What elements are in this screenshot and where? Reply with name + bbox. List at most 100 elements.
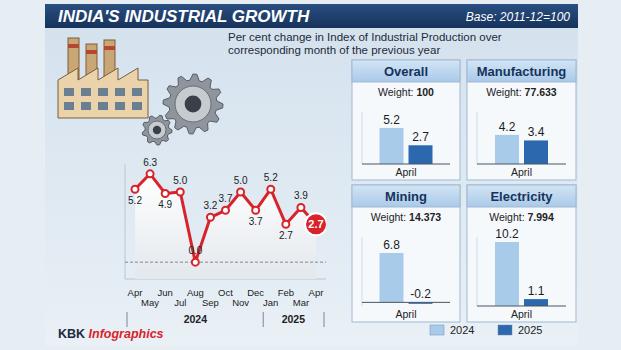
base-note: Base: 2011-12=100: [466, 10, 571, 24]
data-label: 3.2: [203, 200, 217, 211]
x-tick-label: Feb: [278, 287, 294, 298]
y-axis: [362, 237, 363, 306]
point: [267, 186, 274, 193]
year-separator: [263, 312, 264, 327]
panel-box: [352, 185, 460, 322]
source-part: KBK: [58, 327, 89, 341]
data-label: 3.7: [219, 193, 233, 204]
window: [98, 102, 108, 110]
infographic: INDIA'S INDUSTRIAL GROWTHBase: 2011-12=1…: [0, 0, 621, 350]
gear-hub: [175, 86, 211, 122]
legend: 2024 2025: [430, 324, 542, 336]
subtitle: Per cent change in Index of Industrial P…: [228, 31, 502, 56]
bar: [409, 145, 433, 164]
data-label: 4.2: [499, 120, 516, 134]
bar: [495, 242, 519, 306]
baseline: [362, 164, 450, 165]
highlight-point: [305, 213, 326, 235]
point: [252, 207, 259, 214]
data-label: 2.7: [308, 218, 323, 230]
chimney-band: [68, 44, 79, 48]
point: [177, 189, 184, 196]
point: [297, 204, 304, 211]
data-label: 10.2: [495, 227, 519, 241]
chimney-band: [86, 50, 97, 54]
data-label: 5.2: [383, 113, 400, 127]
data-label: 2.7: [412, 130, 429, 144]
x-tick-label: April: [395, 166, 416, 178]
legend-label: 2025: [518, 324, 542, 336]
x-tick-labels: AprMayJunJulAugSepOctNovDecJanFebMarApr: [128, 287, 324, 308]
bar: [380, 253, 404, 302]
window: [64, 88, 74, 96]
subtitle-line: Per cent change in Index of Industrial P…: [228, 31, 502, 43]
gear-hole: [185, 96, 202, 113]
plot-area: [380, 253, 433, 304]
data-label: 3.7: [249, 216, 263, 227]
year-label: 2025: [282, 313, 306, 325]
bar: [380, 128, 404, 164]
gear-hole: [153, 126, 161, 134]
data-label: 3.4: [528, 125, 545, 139]
x-tick-label: Jul: [174, 297, 186, 308]
subtitle-part: 14.373: [409, 211, 441, 223]
data-label: 5.0: [234, 175, 248, 186]
data-label: -0.2: [410, 287, 431, 301]
data-labels: 5.2 2.7: [383, 113, 429, 144]
grid-line: [125, 262, 326, 263]
bar-panel: ManufacturingWeight: 77.6334.23.4April: [467, 60, 576, 180]
data-labels: 6.8 -0.2: [383, 238, 431, 301]
data-label: 5.2: [128, 195, 142, 206]
panel-header: [467, 185, 576, 207]
window: [132, 88, 142, 96]
subtitle-part: Weight:: [371, 211, 409, 223]
year-labels: 2024 2025: [127, 312, 324, 327]
year-label: 2024: [184, 313, 208, 325]
data-label: 0.0: [188, 245, 202, 256]
x-tick-label: Apr: [309, 287, 324, 298]
legend-swatch: [498, 325, 512, 335]
x-tick-label: Oct: [218, 287, 233, 298]
legend-label: 2024: [450, 324, 474, 336]
subtitle-line: corresponding month of the previous year: [228, 44, 440, 56]
x-tick-label: Sep: [202, 297, 219, 308]
gear: [163, 74, 223, 134]
data-label: 2.7: [279, 230, 293, 241]
point: [237, 189, 244, 196]
baseline: [477, 306, 566, 307]
window: [81, 102, 91, 110]
panel-title: Electricity: [490, 189, 553, 204]
panel-box: [352, 60, 460, 180]
x-tick-label: May: [141, 297, 159, 308]
data-label: 6.8: [383, 238, 400, 252]
data-label: 5.0: [173, 175, 187, 186]
data-label: 5.2: [264, 172, 278, 183]
header-bar: [45, 4, 578, 28]
y-axis: [477, 237, 478, 306]
panel-header: [467, 60, 576, 82]
x-tick-label: April: [511, 166, 532, 178]
bar-panel: OverallWeight: 1005.22.7April: [352, 60, 460, 180]
point: [132, 186, 139, 193]
data-label: 6.3: [143, 157, 157, 168]
panel-box: [467, 185, 576, 322]
panel-title: Manufacturing: [477, 64, 567, 79]
panel-title: Overall: [384, 64, 428, 79]
bar-panel: MiningWeight: 14.3736.8-0.2April: [352, 185, 460, 322]
panel-title: Mining: [385, 189, 427, 204]
page-background: [0, 0, 621, 350]
panel-header: [352, 60, 460, 82]
y-axis: [362, 112, 363, 164]
bar: [524, 299, 548, 306]
subtitle-part: 77.633: [525, 86, 557, 98]
x-tick-label: Jan: [263, 297, 278, 308]
data-labels: 10.21.1: [495, 227, 544, 298]
gear-hub: [148, 121, 166, 139]
panel-subtitle: Weight: 7.994: [489, 211, 554, 223]
data-label: 3.9: [294, 190, 308, 201]
data-label: 4.9: [158, 199, 172, 210]
plot-area: [495, 242, 548, 306]
source: KBK Infographics: [58, 327, 164, 341]
gear: [142, 115, 172, 145]
subtitle-part: Weight:: [378, 86, 416, 98]
